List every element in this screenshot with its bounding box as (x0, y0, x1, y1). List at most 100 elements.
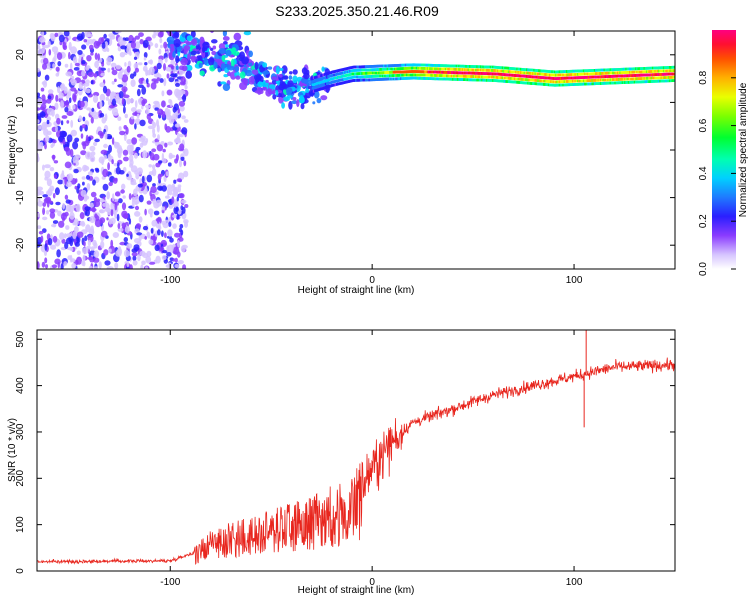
spectrogram-noise-cell (61, 238, 66, 244)
spectrogram-ridge-cell (551, 77, 554, 80)
spectrogram-ridge-cell (473, 65, 477, 68)
spectrogram-cell (189, 56, 198, 60)
spectrogram-ridge-cell (610, 81, 613, 85)
y-tick-label: -20 (15, 238, 26, 253)
spectrogram-ridge-cell (550, 76, 553, 80)
spectrogram-ridge-cell (456, 78, 460, 81)
spectrogram-ridge-cell (477, 75, 480, 79)
spectrogram-ridge-cell (602, 78, 605, 82)
spectrogram-noise-cell (165, 219, 170, 223)
spectrogram-ridge-cell (363, 65, 366, 69)
spectrogram-ridge-cell (493, 79, 496, 82)
spectrogram-cell (199, 70, 205, 76)
spectrogram-ridge-cell (448, 64, 451, 68)
spectrogram-ridge-cell (610, 68, 613, 72)
spectrogram-ridge-cell (606, 75, 609, 78)
spectrogram-ridge-cell (593, 72, 596, 76)
spectrogram-noise-cell (55, 201, 61, 206)
spectrogram-ridge-cell (614, 68, 617, 71)
spectrogram-noise-cell (173, 103, 179, 111)
spectrogram-ridge-cell (357, 72, 360, 75)
spectrogram-ridge-cell (421, 63, 424, 67)
spectrogram-ridge-cell (456, 71, 460, 75)
spectrogram-ridge-cell (581, 76, 584, 79)
spectrogram-ridge-cell (324, 86, 328, 89)
spectrogram-noise-cell (115, 250, 122, 257)
spectrogram-noise-cell (65, 237, 73, 245)
spectrogram-noise-cell (129, 264, 133, 269)
spectrogram-ridge-cell (435, 77, 438, 81)
spectrogram-ridge-cell (621, 67, 624, 71)
spectrogram-cell (202, 41, 210, 49)
spectrogram-noise-cell (112, 193, 115, 202)
spectrogram-ridge-cell (656, 76, 659, 80)
spectrogram-ridge-cell (499, 69, 502, 73)
spectrogram-noise-cell (94, 52, 98, 60)
spectrogram-ridge-cell (590, 75, 593, 79)
spectrogram-ridge-cell (655, 73, 658, 76)
spectrogram-ridge-cell (515, 77, 518, 81)
spectrogram-noise-cell (146, 174, 153, 183)
spectrogram-noise-cell (106, 57, 113, 63)
spectrogram-noise-cell (118, 145, 122, 153)
spectrogram-noise-cell (144, 62, 148, 66)
spectrogram-ridge-cell (311, 83, 314, 87)
spectrogram-ridge-cell (343, 71, 346, 74)
spectrogram-noise-cell (128, 218, 132, 225)
spectrogram-ridge-cell (667, 66, 670, 69)
spectrogram-noise-cell (151, 164, 156, 170)
spectrogram-ridge-cell (471, 65, 474, 68)
spectrogram-ridge-cell (415, 66, 418, 70)
spectrogram-ridge-cell (320, 77, 323, 81)
spectrogram-ridge-cell (385, 74, 388, 78)
spectrogram-ridge-cell (343, 81, 346, 84)
spectrogram-ridge-cell (644, 70, 647, 74)
spectrogram-ridge-cell (529, 68, 532, 72)
spectrogram-noise-cell (95, 112, 99, 116)
spectrogram-ridge-cell (501, 66, 504, 70)
spectrogram-ridge-cell (470, 71, 473, 75)
spectrogram-ridge-cell (443, 71, 446, 74)
spectrogram-noise-cell (60, 100, 64, 109)
spectrogram-ridge-cell (608, 78, 611, 82)
y-tick-label: 300 (15, 423, 26, 440)
spectrogram-ridge-cell (580, 69, 583, 73)
spectrogram-ridge-cell (586, 82, 589, 86)
spectrogram-ridge-cell (523, 81, 526, 85)
spectrogram-ridge-cell (637, 77, 640, 80)
spectrogram-ridge-cell (549, 76, 552, 80)
spectrogram-noise-cell (54, 258, 61, 265)
spectrogram-cell (234, 66, 239, 72)
spectrogram-ridge-cell (570, 76, 573, 80)
spectrogram-ridge-cell (454, 74, 457, 78)
spectrogram-ridge-cell (499, 76, 502, 79)
spectrogram-noise-cell (138, 32, 144, 37)
spectrogram-ridge-cell (644, 73, 647, 77)
spectrogram-ridge-cell (579, 72, 582, 76)
spectrogram-ridge-cell (573, 73, 576, 76)
spectrogram-ridge-cell (490, 69, 494, 72)
spectrogram-ridge-cell (506, 70, 509, 73)
spectrogram-ridge-cell (316, 85, 319, 89)
spectrogram-ridge-cell (527, 71, 530, 75)
spectrogram-ridge-cell (338, 72, 341, 76)
spectrogram-ridge-cell (532, 68, 535, 72)
spectrogram-ridge-cell (455, 74, 458, 78)
spectrogram-ridge-cell (385, 77, 388, 81)
spectrogram-ridge-cell (318, 81, 322, 85)
spectrogram-ridge-cell (535, 82, 538, 86)
y-tick-label: 200 (15, 470, 26, 487)
spectrogram-ridge-cell (625, 77, 628, 81)
spectrogram-noise-cell (165, 195, 170, 199)
spectrogram-ridge-cell (378, 78, 381, 81)
spectrogram-ridge-cell (581, 72, 584, 76)
spectrogram-ridge-cell (488, 79, 491, 82)
spectrogram-ridge-cell (505, 70, 508, 73)
spectrogram-ridge-cell (352, 65, 355, 69)
spectrogram-ridge-cell (478, 65, 481, 69)
spectrogram-ridge-cell (618, 78, 621, 81)
spectrogram-ridge-cell (345, 70, 348, 74)
spectrogram-ridge-cell (597, 68, 600, 72)
spectrogram-ridge-cell (538, 72, 541, 76)
spectrogram-ridge-cell (367, 71, 370, 75)
